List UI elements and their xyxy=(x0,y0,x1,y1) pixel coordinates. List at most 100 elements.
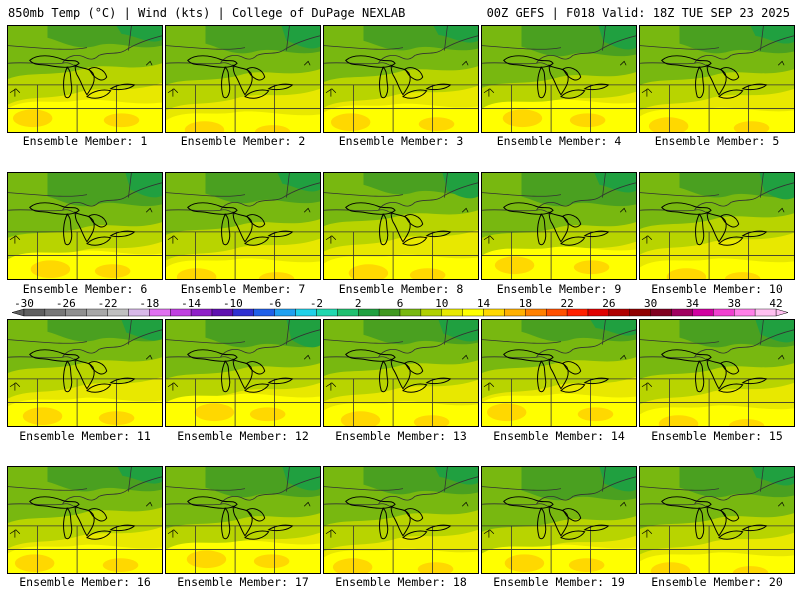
colorbar-tick-label: 14 xyxy=(477,297,491,310)
ensemble-member-label: Ensemble Member: 20 xyxy=(651,575,783,589)
colorbar-left-arrow xyxy=(11,308,25,317)
colorbar-swatch xyxy=(734,308,756,317)
colorbar-swatch xyxy=(546,308,568,317)
temperature-colorbar: -30 -26 -22 -18 -14 -10 -6 -2 2 6 10 14 18 22 26 30 34 38… xyxy=(6,297,794,321)
colorbar-tick-label: -18 xyxy=(139,297,159,310)
colorbar-swatch xyxy=(107,308,129,317)
colorbar-swatch xyxy=(316,308,338,317)
colorbar-swatch xyxy=(587,308,610,317)
colorbar-swatch xyxy=(692,308,714,317)
ensemble-map-panel xyxy=(481,172,637,280)
ensemble-member-label: Ensemble Member: 15 xyxy=(651,429,783,443)
ensemble-map-panel xyxy=(323,25,479,133)
colorbar-swatch xyxy=(378,308,401,317)
colorbar-swatch xyxy=(504,308,526,317)
ensemble-map-panel xyxy=(165,25,321,133)
ensemble-member-label: Ensemble Member: 13 xyxy=(335,429,467,443)
colorbar-tick-label: 10 xyxy=(435,297,448,310)
ensemble-map-panel xyxy=(7,172,163,280)
ensemble-map-panel xyxy=(639,25,795,133)
colorbar-swatch xyxy=(566,308,589,317)
colorbar-tick-label: -6 xyxy=(268,297,281,310)
colorbar-swatch xyxy=(274,308,296,317)
ensemble-map-panel xyxy=(7,466,163,574)
ensemble-member-label: Ensemble Member: 8 xyxy=(338,282,464,296)
colorbar-swatch xyxy=(525,308,547,317)
ensemble-member-label: Ensemble Member: 10 xyxy=(651,282,783,296)
colorbar-swatch xyxy=(671,308,693,317)
ensemble-member-label: Ensemble Member: 17 xyxy=(177,575,309,589)
ensemble-member-label: Ensemble Member: 11 xyxy=(19,429,151,443)
ensemble-member-label: Ensemble Member: 4 xyxy=(496,134,622,148)
ensemble-member-label: Ensemble Member: 14 xyxy=(493,429,625,443)
ensemble-map-panel xyxy=(323,319,479,427)
colorbar-tick-label: 42 xyxy=(769,297,782,310)
colorbar-right-arrow xyxy=(775,308,789,317)
colorbar-swatch xyxy=(650,308,672,317)
ensemble-map-panel xyxy=(323,172,479,280)
ensemble-member-label: Ensemble Member: 3 xyxy=(338,134,464,148)
ensemble-member-label: Ensemble Member: 19 xyxy=(493,575,625,589)
ensemble-map-panel xyxy=(7,319,163,427)
ensemble-member-label: Ensemble Member: 2 xyxy=(180,134,306,148)
colorbar-tick-label: -2 xyxy=(310,297,323,310)
colorbar-swatch xyxy=(253,308,275,317)
colorbar-tick-label: -30 xyxy=(14,297,34,310)
ensemble-map-panel xyxy=(639,466,795,574)
colorbar-swatch xyxy=(420,308,442,317)
colorbar-swatch xyxy=(44,308,66,317)
colorbar-tick-label: -26 xyxy=(56,297,76,310)
colorbar-swatch xyxy=(713,308,735,317)
colorbar-swatch xyxy=(211,308,234,317)
ensemble-map-panel xyxy=(639,319,795,427)
colorbar-tick-label: 22 xyxy=(560,297,573,310)
colorbar-swatch xyxy=(232,308,254,317)
ensemble-map-panel xyxy=(165,319,321,427)
ensemble-member-label: Ensemble Member: 9 xyxy=(496,282,622,296)
colorbar-swatch xyxy=(86,308,108,317)
colorbar-swatch xyxy=(462,308,484,317)
ensemble-member-label: Ensemble Member: 16 xyxy=(19,575,151,589)
ensemble-member-label: Ensemble Member: 6 xyxy=(22,282,148,296)
colorbar-swatch xyxy=(295,308,317,317)
colorbar-swatch xyxy=(128,308,150,317)
colorbar-swatch xyxy=(65,308,87,317)
colorbar-swatch xyxy=(149,308,171,317)
colorbar-tick-label: 26 xyxy=(602,297,615,310)
colorbar-swatch xyxy=(170,308,192,317)
colorbar-tick-label: 18 xyxy=(519,297,532,310)
colorbar-tick-label: 38 xyxy=(728,297,741,310)
colorbar-tick-label: -22 xyxy=(98,297,118,310)
ensemble-map-panel xyxy=(323,466,479,574)
ensemble-map-panel xyxy=(165,172,321,280)
valid-time: 00Z GEFS | F018 Valid: 18Z TUE SEP 23 20… xyxy=(486,6,790,20)
ensemble-map-panel xyxy=(481,466,637,574)
colorbar-tick-label: 30 xyxy=(644,297,657,310)
colorbar-swatch xyxy=(629,308,651,317)
colorbar-swatch xyxy=(358,308,380,317)
colorbar-swatch xyxy=(190,308,213,317)
ensemble-member-label: Ensemble Member: 18 xyxy=(335,575,467,589)
colorbar-swatch xyxy=(399,308,422,317)
ensemble-map-panel xyxy=(7,25,163,133)
ensemble-member-label: Ensemble Member: 5 xyxy=(654,134,780,148)
colorbar-tick-label: 34 xyxy=(686,297,700,310)
colorbar-swatch xyxy=(754,308,777,317)
colorbar-swatch xyxy=(337,308,359,317)
ensemble-map-panel xyxy=(639,172,795,280)
colorbar-graphic: -30 -26 -22 -18 -14 -10 -6 -2 2 6 10 14 18 22 26 30 34 38… xyxy=(11,297,789,317)
colorbar-tick-label: -14 xyxy=(181,297,201,310)
product-title: 850mb Temp (°C) | Wind (kts) | College o… xyxy=(8,6,406,20)
colorbar-tick-label: 2 xyxy=(355,297,362,310)
ensemble-map-panel xyxy=(165,466,321,574)
ensemble-member-label: Ensemble Member: 12 xyxy=(177,429,309,443)
colorbar-swatch xyxy=(483,308,505,317)
colorbar-tick-label: -10 xyxy=(223,297,243,310)
colorbar-swatch xyxy=(441,308,463,317)
ensemble-map-panel xyxy=(481,25,637,133)
ensemble-member-label: Ensemble Member: 1 xyxy=(22,134,148,148)
ensemble-member-label: Ensemble Member: 7 xyxy=(180,282,306,296)
ensemble-map-panel xyxy=(481,319,637,427)
colorbar-swatch xyxy=(23,308,46,317)
colorbar-tick-label: 6 xyxy=(397,297,404,310)
